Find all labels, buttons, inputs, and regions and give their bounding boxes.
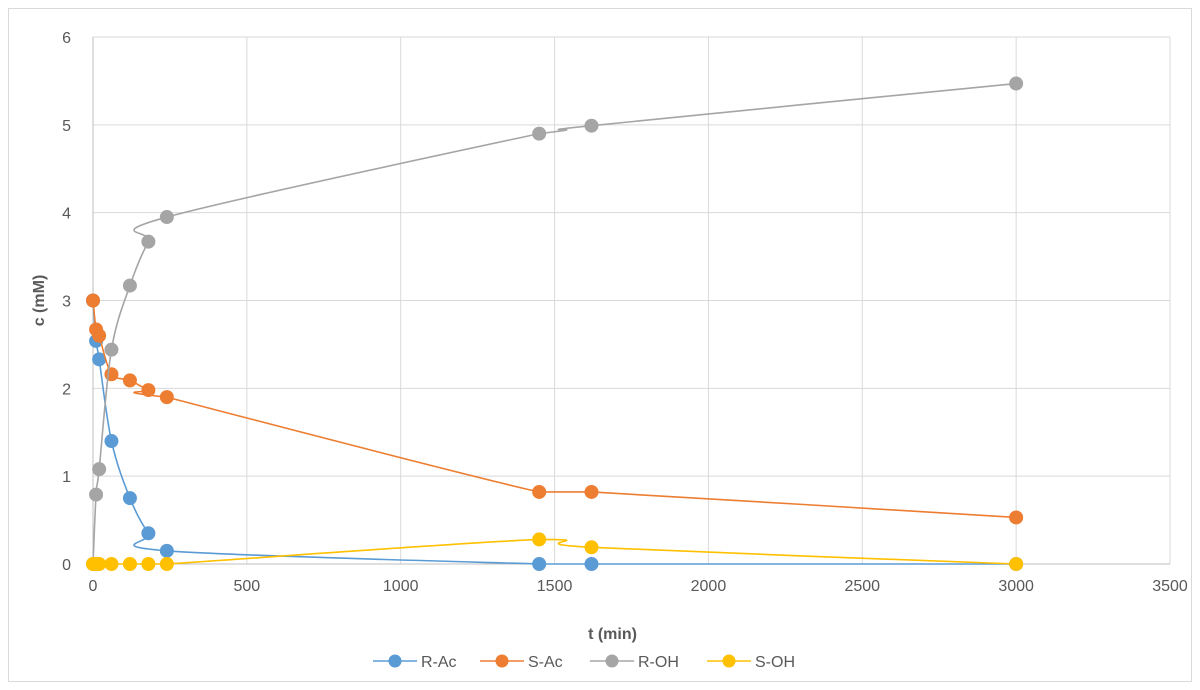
x-tick-label: 1500 <box>537 578 573 595</box>
data-point <box>104 342 119 357</box>
data-point <box>122 373 137 388</box>
x-tick-label: 3500 <box>1152 578 1188 595</box>
x-tick-label: 500 <box>234 578 261 595</box>
data-point <box>89 487 104 502</box>
x-tick-label: 3000 <box>998 578 1034 595</box>
data-point <box>1009 557 1024 571</box>
y-tick-label: 0 <box>62 557 71 574</box>
y-tick-label: 3 <box>62 294 71 311</box>
data-point <box>159 390 174 405</box>
data-point <box>122 557 137 571</box>
data-point <box>159 543 174 558</box>
data-point <box>122 278 137 293</box>
series-s-oh <box>86 532 1024 571</box>
y-tick-label: 4 <box>62 206 71 223</box>
tick-labels: 0 500 1000 1500 2000 2500 3000 3500 0 1 2 3 4 5 6 <box>62 30 1188 595</box>
data-point <box>159 557 174 571</box>
x-tick-label: 2000 <box>691 578 727 595</box>
data-point <box>584 540 599 555</box>
data-point <box>92 462 107 477</box>
legend-label: R-OH <box>638 654 679 671</box>
data-point <box>532 484 547 499</box>
data-point <box>141 234 156 249</box>
data-point <box>1009 510 1024 525</box>
y-tick-label: 2 <box>62 381 71 398</box>
data-point <box>141 526 156 541</box>
data-point <box>159 210 174 225</box>
x-tick-label: 1000 <box>383 578 419 595</box>
data-point <box>141 383 156 398</box>
data-point <box>584 484 599 499</box>
legend-item: R-OH <box>590 654 679 671</box>
legend-label: R-Ac <box>421 654 457 671</box>
data-point <box>104 434 119 449</box>
data-point <box>92 557 107 571</box>
x-axis-title: t (min) <box>588 626 637 643</box>
chart-frame <box>8 8 1192 682</box>
data-point <box>584 118 599 133</box>
legend-item: S-Ac <box>480 654 563 671</box>
gridlines <box>93 36 1171 564</box>
data-point <box>141 557 156 571</box>
data-point <box>532 557 547 571</box>
legend: R-Ac S-Ac R-OH S-OH <box>373 654 795 671</box>
legend-marker <box>388 654 402 668</box>
series-s-ac <box>86 293 1024 525</box>
legend-marker <box>495 654 509 668</box>
x-tick-label: 2500 <box>844 578 880 595</box>
y-tick-label: 1 <box>62 469 71 486</box>
data-point <box>584 557 599 571</box>
data-point <box>86 293 100 308</box>
data-point <box>104 557 119 571</box>
legend-item: S-OH <box>707 654 795 671</box>
legend-marker <box>722 654 736 668</box>
data-point <box>1009 76 1024 91</box>
legend-label: S-Ac <box>528 654 563 671</box>
data-point <box>532 126 547 141</box>
x-tick-label: 0 <box>89 578 98 595</box>
plot-area <box>86 76 1024 571</box>
legend-item: R-Ac <box>373 654 457 671</box>
data-point <box>532 532 547 547</box>
y-tick-label: 5 <box>62 118 71 135</box>
data-point <box>122 491 137 506</box>
legend-label: S-OH <box>755 654 795 671</box>
legend-marker <box>605 654 619 668</box>
y-tick-label: 6 <box>62 30 71 47</box>
data-point <box>92 328 107 343</box>
y-axis-title: c (mM) <box>31 275 48 327</box>
